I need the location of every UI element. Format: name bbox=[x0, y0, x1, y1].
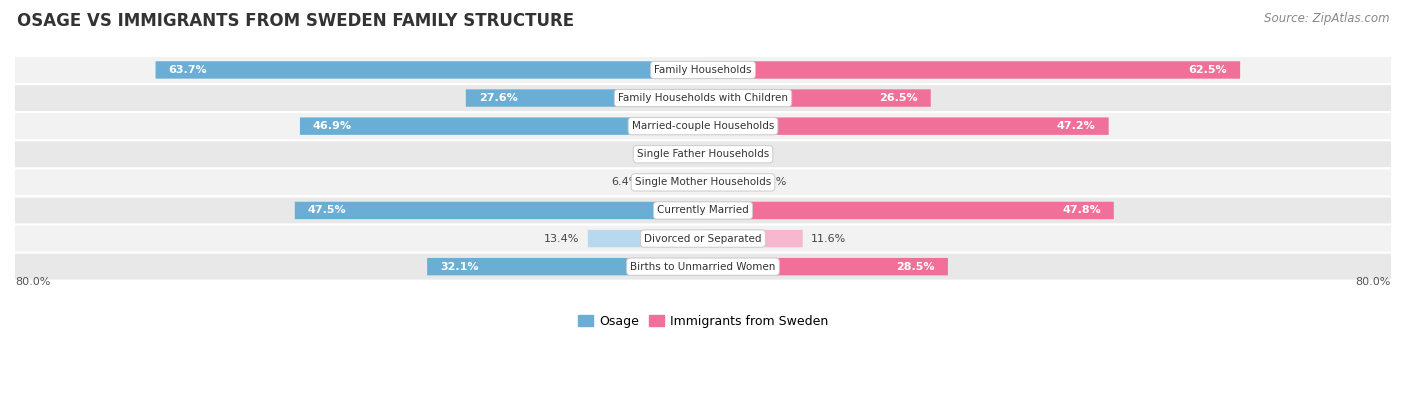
FancyBboxPatch shape bbox=[682, 145, 703, 163]
Text: Currently Married: Currently Married bbox=[657, 205, 749, 215]
FancyBboxPatch shape bbox=[15, 226, 1391, 252]
FancyBboxPatch shape bbox=[703, 89, 931, 107]
Text: Divorced or Separated: Divorced or Separated bbox=[644, 233, 762, 244]
FancyBboxPatch shape bbox=[15, 169, 1391, 195]
FancyBboxPatch shape bbox=[295, 202, 703, 219]
Text: Single Father Households: Single Father Households bbox=[637, 149, 769, 159]
FancyBboxPatch shape bbox=[703, 117, 1109, 135]
Text: OSAGE VS IMMIGRANTS FROM SWEDEN FAMILY STRUCTURE: OSAGE VS IMMIGRANTS FROM SWEDEN FAMILY S… bbox=[17, 12, 574, 30]
Text: 32.1%: 32.1% bbox=[440, 261, 478, 272]
Legend: Osage, Immigrants from Sweden: Osage, Immigrants from Sweden bbox=[572, 310, 834, 333]
FancyBboxPatch shape bbox=[703, 145, 721, 163]
FancyBboxPatch shape bbox=[15, 141, 1391, 167]
Text: 46.9%: 46.9% bbox=[312, 121, 352, 131]
Text: 28.5%: 28.5% bbox=[897, 261, 935, 272]
Text: Births to Unmarried Women: Births to Unmarried Women bbox=[630, 261, 776, 272]
FancyBboxPatch shape bbox=[15, 85, 1391, 111]
Text: 2.1%: 2.1% bbox=[730, 149, 758, 159]
FancyBboxPatch shape bbox=[465, 89, 703, 107]
Text: 63.7%: 63.7% bbox=[169, 65, 207, 75]
Text: Married-couple Households: Married-couple Households bbox=[631, 121, 775, 131]
Text: 6.4%: 6.4% bbox=[612, 177, 640, 187]
Text: 27.6%: 27.6% bbox=[478, 93, 517, 103]
FancyBboxPatch shape bbox=[703, 61, 1240, 79]
FancyBboxPatch shape bbox=[703, 202, 1114, 219]
FancyBboxPatch shape bbox=[648, 174, 703, 191]
FancyBboxPatch shape bbox=[703, 230, 803, 247]
FancyBboxPatch shape bbox=[156, 61, 703, 79]
Text: 13.4%: 13.4% bbox=[544, 233, 579, 244]
FancyBboxPatch shape bbox=[15, 198, 1391, 224]
Text: Source: ZipAtlas.com: Source: ZipAtlas.com bbox=[1264, 12, 1389, 25]
Text: 26.5%: 26.5% bbox=[879, 93, 918, 103]
FancyBboxPatch shape bbox=[588, 230, 703, 247]
FancyBboxPatch shape bbox=[15, 57, 1391, 83]
Text: Single Mother Households: Single Mother Households bbox=[636, 177, 770, 187]
Text: 5.4%: 5.4% bbox=[758, 177, 786, 187]
Text: 2.5%: 2.5% bbox=[644, 149, 673, 159]
FancyBboxPatch shape bbox=[15, 113, 1391, 139]
FancyBboxPatch shape bbox=[299, 117, 703, 135]
FancyBboxPatch shape bbox=[703, 258, 948, 275]
Text: 62.5%: 62.5% bbox=[1188, 65, 1227, 75]
Text: 11.6%: 11.6% bbox=[811, 233, 846, 244]
Text: 80.0%: 80.0% bbox=[1355, 277, 1391, 287]
FancyBboxPatch shape bbox=[15, 254, 1391, 280]
Text: 47.8%: 47.8% bbox=[1062, 205, 1101, 215]
FancyBboxPatch shape bbox=[427, 258, 703, 275]
Text: 47.5%: 47.5% bbox=[308, 205, 346, 215]
Text: 80.0%: 80.0% bbox=[15, 277, 51, 287]
Text: Family Households with Children: Family Households with Children bbox=[619, 93, 787, 103]
Text: 47.2%: 47.2% bbox=[1057, 121, 1095, 131]
FancyBboxPatch shape bbox=[703, 174, 749, 191]
Text: Family Households: Family Households bbox=[654, 65, 752, 75]
